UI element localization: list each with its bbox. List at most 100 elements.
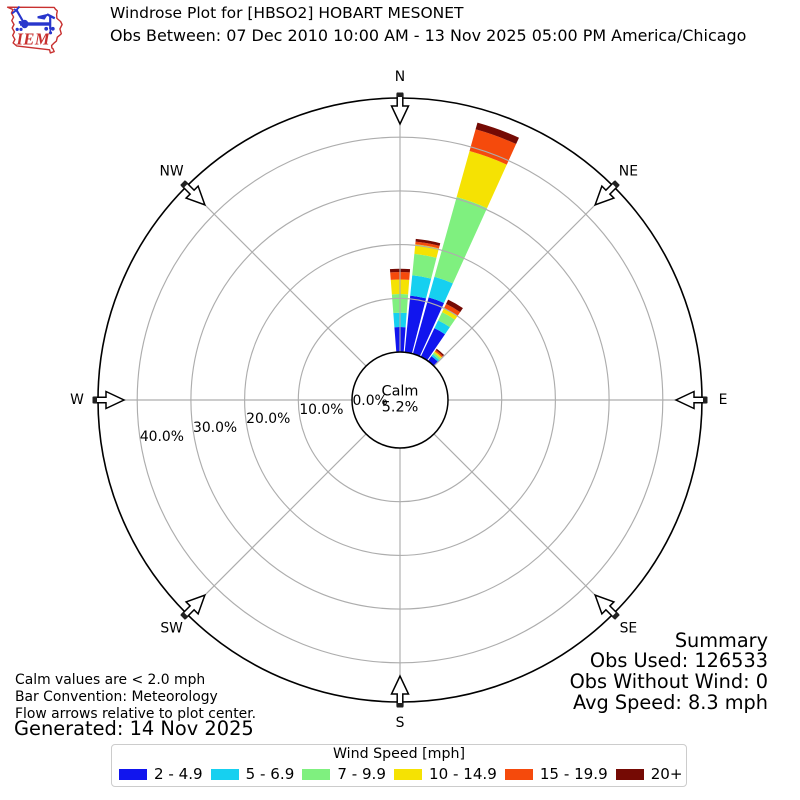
legend-label: 10 - 14.9 [428, 765, 497, 783]
ring-label: 40.0% [140, 429, 184, 445]
legend-swatch-icon [302, 768, 331, 780]
flow-arrow-tail [611, 180, 620, 189]
flow-arrow-tail [92, 396, 97, 404]
legend: Wind Speed [mph] 2 - 4.9 5 - 6.9 7 - 9.9 10… [111, 744, 687, 787]
ring-label: 20.0% [246, 411, 290, 427]
weather-vane-part [19, 27, 23, 31]
summary-obs-without-wind: Obs Without Wind: 0 [569, 670, 768, 694]
weather-vane-part [37, 13, 49, 20]
weather-vane-part [48, 31, 53, 35]
legend-swatch-icon [119, 768, 147, 780]
legend-label: 5 - 6.9 [245, 765, 295, 783]
flow-arrow-tail [180, 611, 189, 620]
windrose-bar-segment [420, 328, 446, 361]
weather-vane-part [46, 13, 56, 20]
legend-item: 15 - 19.9 [504, 765, 608, 783]
iem-logo-text: IEM [16, 30, 51, 49]
legend-item: 10 - 14.9 [393, 765, 497, 783]
windrose-bar-segment [434, 350, 443, 358]
windrose-bar-segment [431, 354, 440, 362]
compass-label-sw: SW [160, 620, 183, 636]
weather-vane-part [44, 26, 49, 31]
ring-label: 0.0% [352, 393, 387, 409]
windrose-bar-segment [442, 308, 458, 320]
summary-avg-speed: Avg Speed: 8.3 mph [573, 691, 768, 715]
bar-convention-note: Bar Convention: Meteorology [15, 688, 218, 705]
windrose-bar-segment [443, 303, 461, 317]
flow-arrow-tail [180, 180, 189, 189]
summary-block: Summary Obs Used: 126533 Obs Without Win… [569, 628, 768, 715]
summary-title: Summary [674, 628, 768, 652]
windrose-bar-segment [428, 276, 453, 303]
compass-label-w: W [70, 392, 84, 408]
windrose-bar-segment [434, 197, 488, 284]
windrose-bar-segment [434, 320, 450, 335]
calm-circle [351, 351, 449, 449]
calm-label: Calm [382, 384, 419, 400]
compass-label-s: S [396, 715, 405, 731]
legend-item: 20+ [615, 765, 683, 783]
legend-label: 7 - 9.9 [337, 765, 386, 783]
legend-label: 2 - 4.9 [154, 765, 203, 783]
windrose-bar-segment [427, 356, 438, 366]
chart-subtitle: Obs Between: 07 Dec 2010 10:00 AM - 13 N… [110, 25, 747, 45]
legend-item: 2 - 4.9 [119, 765, 203, 783]
flow-arrow-tail [703, 396, 708, 404]
compass-label-ne: NE [619, 164, 638, 180]
weather-vane-icon [11, 5, 56, 35]
legend-item: 7 - 9.9 [302, 765, 386, 783]
notes-block: Calm values are < 2.0 mph Bar Convention… [15, 672, 256, 724]
windrose-bar-segment [415, 241, 440, 249]
windrose-bar-segment [446, 299, 463, 313]
windrose-bar-segment [404, 295, 427, 354]
compass-label-nw: NW [160, 164, 184, 180]
legend-swatch-icon [615, 768, 644, 780]
windrose-bar-segment [438, 312, 456, 328]
chart-title: Windrose Plot for [HBSO2] HOBART MESONET [110, 4, 464, 22]
windrose-bar-segment [433, 351, 442, 359]
legend-item: 5 - 6.9 [210, 765, 295, 783]
compass-label-se: SE [620, 620, 638, 636]
weather-vane-part [15, 5, 21, 11]
windrose-bar-segment [412, 253, 437, 279]
weather-vane-part [18, 21, 22, 24]
weather-vane-part [50, 26, 55, 31]
weather-vane-part [20, 22, 51, 26]
calm-value: 5.2% [382, 400, 419, 416]
legend-swatch-icon [504, 768, 533, 780]
grid-spoke [186, 433, 367, 614]
legend-title: Wind Speed [mph] [332, 746, 466, 762]
flow-arrow-tail [396, 92, 404, 97]
windrose-bar-segment [410, 275, 432, 299]
compass-label-n: N [395, 69, 405, 85]
iem-logo: IEM [6, 5, 63, 54]
flow-arrow-tail [611, 611, 620, 620]
weather-vane-part [13, 8, 19, 13]
flow-arrows-note: Flow arrows relative to plot center. [15, 706, 257, 722]
generated-date: Generated: 14 Nov 2025 [14, 717, 254, 740]
summary-obs-used: Obs Used: 126533 [589, 649, 768, 673]
grid-spoke [433, 433, 614, 614]
windrose-bar-segment [415, 238, 441, 246]
ring-label: 30.0% [193, 420, 237, 436]
title-block: Windrose Plot for [HBSO2] HOBART MESONET… [110, 3, 746, 46]
flow-arrow-tail [396, 703, 404, 708]
legend-label: 20+ [650, 765, 683, 783]
calm-note: Calm values are < 2.0 mph [15, 671, 206, 688]
ring-label: 10.0% [299, 402, 343, 418]
compass-label-e: E [719, 392, 728, 408]
grid-spoke [186, 186, 367, 367]
windrose-bar-segment [412, 297, 445, 357]
legend-swatch-icon [210, 768, 239, 780]
windrose-bar-segment [435, 348, 445, 357]
weather-vane-part [21, 19, 29, 29]
weather-vane-part [15, 27, 19, 31]
legend-swatch-icon [393, 768, 422, 780]
windrose-bar-segment [475, 122, 519, 145]
windrose-bar-segment [432, 352, 441, 360]
legend-label: 15 - 19.9 [539, 765, 608, 783]
legend-items: 2 - 4.9 5 - 6.9 7 - 9.9 10 - 14.9 15 - 19.9 2… [112, 765, 686, 783]
grid-spoke [433, 186, 614, 367]
